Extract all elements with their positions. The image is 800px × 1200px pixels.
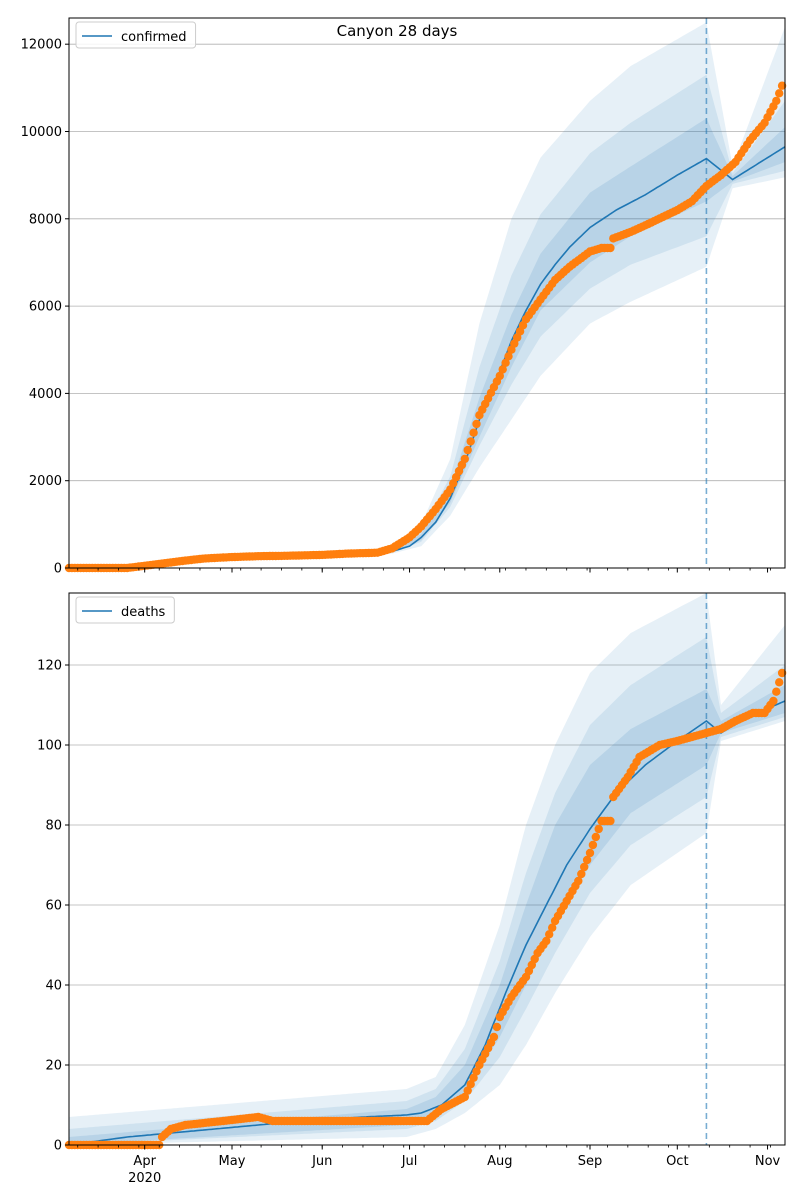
confirmed-y-tick-label: 0 [54, 562, 62, 577]
deaths-y-tick-label: 100 [37, 739, 62, 754]
confirmed-observed-point [495, 371, 504, 381]
deaths-observed-point [492, 1022, 502, 1032]
deaths-observed-point [594, 824, 603, 834]
confirmed-y-tick-label: 10000 [21, 125, 62, 140]
deaths-y-tick-label: 20 [45, 1059, 62, 1074]
figure-title: Canyon 28 days [337, 22, 458, 40]
deaths-observed-point [463, 1086, 472, 1095]
deaths-observed-point [545, 930, 554, 939]
confirmed-y-tick-label: 12000 [21, 38, 62, 53]
x-tick-label: Aug [487, 1154, 512, 1169]
confirmed-legend-label: confirmed [121, 30, 187, 45]
x-tick-label: Oct [666, 1154, 688, 1169]
deaths-y-tick-label: 120 [37, 659, 62, 674]
confirmed-y-tick-label: 2000 [29, 474, 62, 489]
x-tick-label: May [219, 1154, 246, 1169]
confirmed-observed-point [472, 419, 481, 429]
confirmed-uncertainty-bands [69, 22, 785, 569]
deaths-panel: Apr 2020 May Jun Jul Aug Sep Oct Nov 0 20 40 60 80 10… [37, 592, 787, 1186]
confirmed-observed-point [460, 454, 469, 464]
deaths-x-ticks: Apr 2020 May Jun Jul Aug Sep Oct Nov [77, 1145, 781, 1186]
confirmed-observed-point [498, 365, 507, 374]
deaths-observed-point [585, 848, 595, 858]
x-tick-label: Apr [133, 1154, 156, 1169]
x-tick-label: Jun [311, 1154, 332, 1169]
deaths-observed-point [466, 1080, 475, 1089]
x-tick-label: Sep [578, 1154, 603, 1169]
x-tick-label: Nov [755, 1154, 781, 1169]
confirmed-observed-point [775, 89, 784, 98]
deaths-observed-point [772, 687, 781, 696]
deaths-observed-point [777, 668, 787, 678]
deaths-observed-point [588, 840, 598, 850]
confirmed-observed-point [777, 81, 787, 90]
deaths-legend: deaths [75, 596, 175, 624]
deaths-model-line [68, 700, 786, 1146]
deaths-y-tick-label: 60 [45, 899, 62, 914]
deaths-y-tick-label: 0 [54, 1139, 62, 1154]
confirmed-observed-point [463, 445, 472, 455]
confirmed-observed-point [466, 437, 475, 446]
deaths-y-tick-label: 40 [45, 979, 62, 994]
confirmed-band-outer [69, 22, 785, 568]
deaths-band-inner [69, 685, 785, 1145]
deaths-legend-label: deaths [121, 605, 166, 620]
deaths-observed-point [542, 936, 551, 946]
confirmed-observed-point [606, 243, 615, 253]
deaths-band-outer [69, 593, 785, 1145]
deaths-band-mid [69, 637, 785, 1145]
confirmed-band-inner [69, 118, 785, 569]
confirmed-legend: confirmed [75, 21, 197, 49]
confirmed-observed-point [469, 428, 478, 437]
confirmed-y-tick-label: 6000 [29, 300, 62, 315]
deaths-observed-point [606, 816, 615, 826]
deaths-observed-point [591, 832, 600, 842]
confirmed-observed-point [501, 358, 510, 367]
deaths-y-tick-label: 80 [45, 819, 62, 834]
deaths-observed-point [580, 862, 589, 872]
deaths-observed-points [64, 668, 787, 1150]
confirmed-y-tick-label: 8000 [29, 212, 62, 227]
confirmed-band-mid [69, 74, 785, 568]
deaths-observed-point [489, 1032, 499, 1042]
confirmed-x-ticks [77, 568, 771, 573]
confirmed-observed-point [504, 352, 513, 361]
deaths-observed-point [460, 1092, 469, 1102]
confirmed-y-ticks: 0 2000 4000 6000 8000 10000 12000 [21, 38, 69, 577]
deaths-observed-point [574, 876, 583, 886]
deaths-observed-point [775, 678, 784, 687]
x-tick-label: Jul [401, 1154, 418, 1169]
deaths-uncertainty-bands [69, 593, 785, 1145]
deaths-legend-box [75, 596, 175, 624]
confirmed-legend-box [75, 21, 197, 49]
deaths-observed-point [469, 1073, 478, 1083]
confirmed-y-tick-label: 4000 [29, 387, 62, 402]
confirmed-axes-frame [68, 17, 786, 569]
deaths-observed-point [577, 869, 586, 879]
deaths-axes-frame [68, 592, 786, 1146]
confirmed-observed-point [772, 96, 781, 106]
deaths-observed-point [769, 696, 778, 706]
deaths-observed-point [582, 855, 592, 865]
deaths-observed-point [548, 923, 557, 932]
confirmed-panel: 0 2000 4000 6000 8000 10000 12000 confirmed [21, 17, 787, 577]
deaths-y-ticks: 0 20 40 60 80 100 120 [37, 659, 69, 1154]
deaths-model-median [68, 700, 786, 1146]
x-tick-year-label: 2020 [128, 1171, 161, 1186]
deaths-observed-point [472, 1067, 481, 1076]
